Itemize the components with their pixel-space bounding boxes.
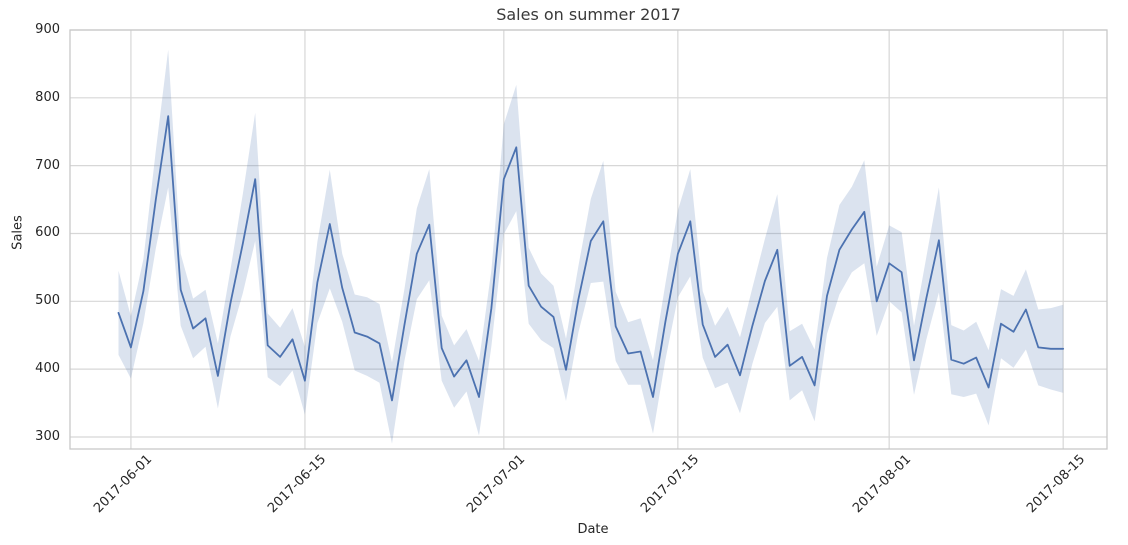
chart-title: Sales on summer 2017 — [496, 5, 681, 24]
axes-frame — [69, 29, 1108, 450]
y-tick-label: 600 — [35, 225, 60, 240]
sales-line — [117, 115, 1065, 402]
y-tick-label: 500 — [35, 293, 60, 308]
y-tick-label: 900 — [35, 22, 60, 37]
y-tick-label: 800 — [35, 90, 60, 105]
x-axis-label: Date — [577, 522, 609, 537]
y-tick-label: 700 — [35, 158, 60, 173]
y-tick-label: 300 — [35, 429, 60, 444]
confidence-band — [118, 49, 1064, 444]
y-tick-label: 400 — [35, 361, 60, 376]
